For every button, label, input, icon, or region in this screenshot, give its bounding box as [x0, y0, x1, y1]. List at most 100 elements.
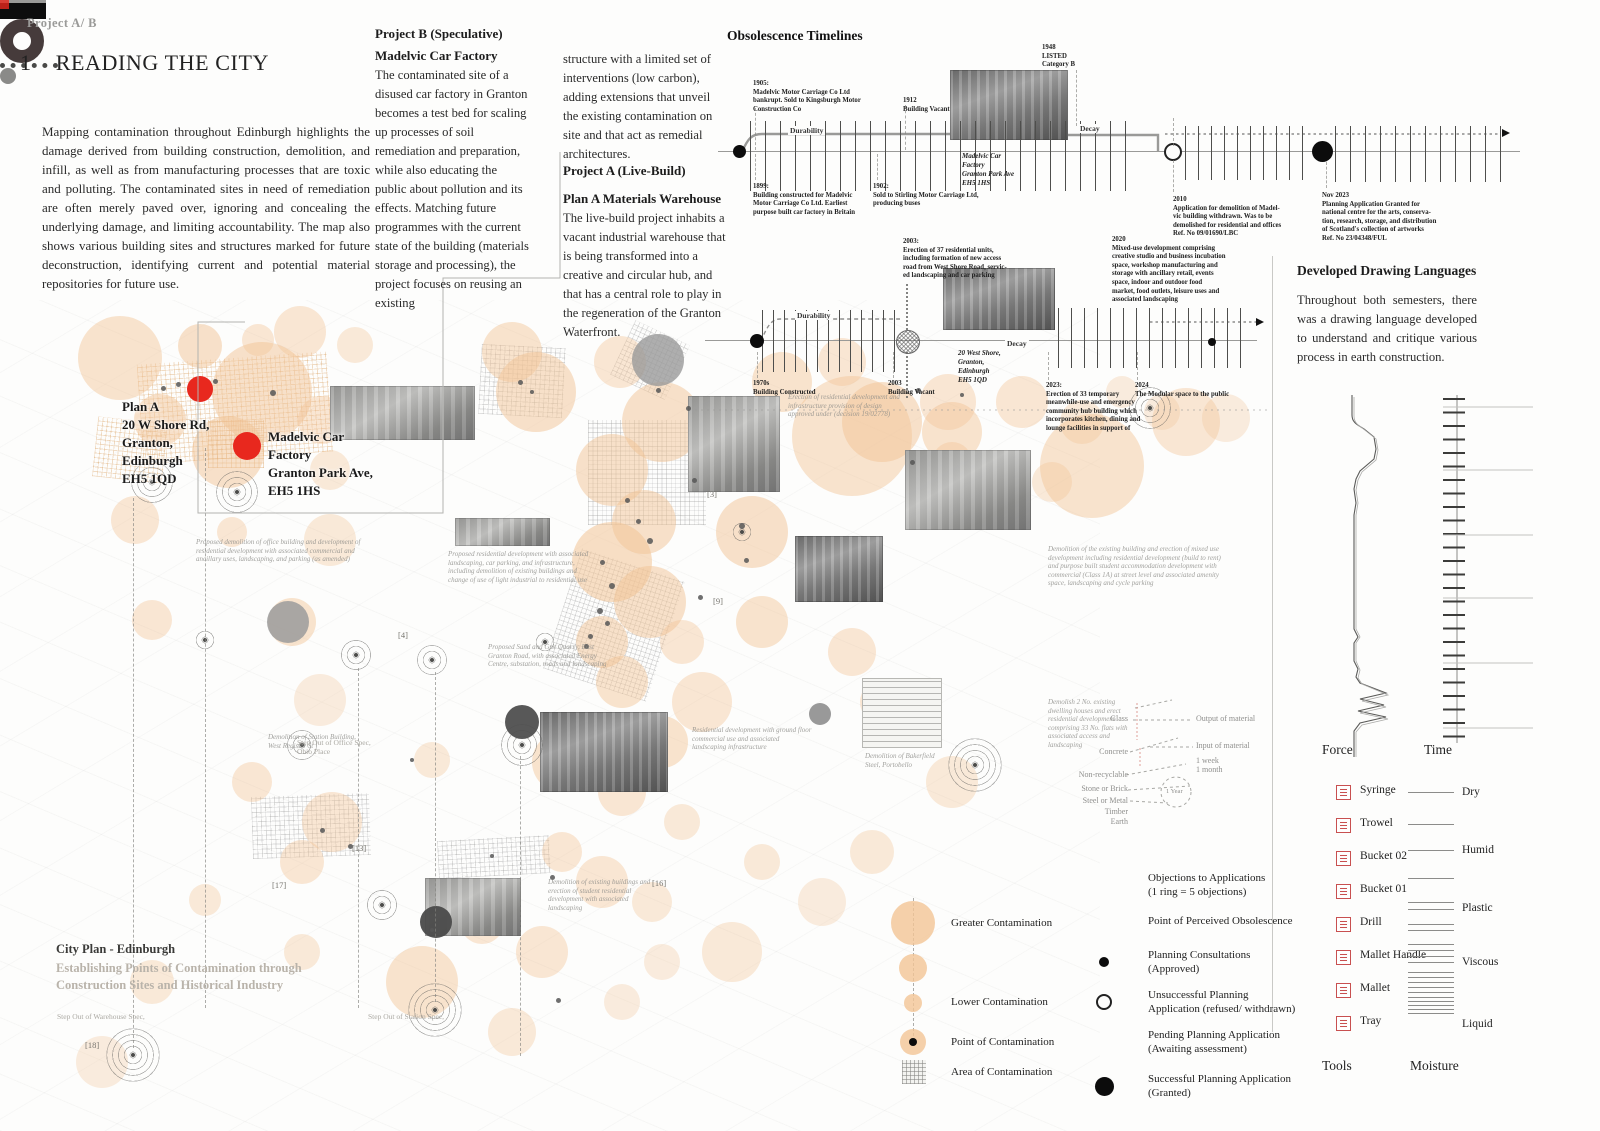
- ring-marker: [1125, 383, 1175, 433]
- tool-icon-trowel: [1336, 818, 1351, 833]
- material-label: Steel or Metal: [1082, 796, 1128, 805]
- obsolescence-chain-icon: [0, 63, 58, 68]
- map-dot: [597, 608, 603, 614]
- moisture-line: [1408, 878, 1454, 879]
- moisture-line: [1408, 850, 1454, 851]
- contamination-circle: [842, 382, 922, 462]
- contamination-circle: [280, 840, 324, 884]
- ring-center-dot: [740, 530, 744, 534]
- map-dot: [624, 497, 630, 503]
- force-axis-label: Force: [1322, 742, 1353, 757]
- contamination-circle: [111, 496, 159, 544]
- project-b-subheading: Madelvic Car Factory: [375, 48, 498, 63]
- tools-footer-label: Tools: [1322, 1058, 1352, 1073]
- contamination-circle: [926, 756, 978, 808]
- timeline1-event: Nov 2023 Planning Application Granted fo…: [1322, 192, 1437, 242]
- timeline1-ticks: [1335, 126, 1507, 182]
- map-dash-line: [133, 498, 134, 1048]
- map-annotation: Demolish 2 No. existing dwelling houses …: [1048, 698, 1128, 749]
- material-flow-label: 1 week: [1196, 756, 1219, 765]
- project-a-body: The live-build project inhabits a vacant…: [563, 211, 726, 339]
- contamination-circle: [302, 792, 362, 852]
- timeline1-event: 1899: Building constructed for Madelvic …: [753, 183, 856, 216]
- map-dash-line: [358, 668, 359, 1008]
- timeline-event-dash: [1173, 118, 1174, 146]
- legend-greater-contamination: Greater Contamination: [951, 917, 1053, 929]
- contamination-circle: [1144, 394, 1180, 430]
- intro-paragraph: Mapping contamination throughout Edinbur…: [42, 124, 370, 291]
- material-label: Stone or Brick: [1081, 784, 1128, 793]
- contamination-circle: [1106, 376, 1138, 408]
- contamination-circle: [1032, 462, 1072, 502]
- map-ref-number: [3]: [707, 489, 717, 499]
- map-dot: [909, 459, 915, 465]
- moisture-label: Dry: [1462, 786, 1480, 798]
- contamination-circle: [798, 878, 846, 926]
- material-flow-label: 1 month: [1196, 765, 1223, 774]
- ring-center-dot: [354, 653, 358, 657]
- ring-marker: [216, 471, 258, 513]
- contamination-site-red-dot: [233, 432, 261, 460]
- map-dot: [604, 620, 610, 626]
- map-dot: [697, 594, 703, 600]
- map-dot: [517, 379, 523, 385]
- contamination-circle: [132, 600, 172, 640]
- timeline1-ticks: [1185, 126, 1307, 180]
- contamination-circle: [1202, 394, 1250, 442]
- map-ref-number: [18]: [85, 1040, 100, 1050]
- timeline2-obsolescence-marker: [896, 330, 920, 354]
- timeline1-decay-label: Decay: [1078, 124, 1102, 133]
- right-panel-divider: [1272, 256, 1273, 1032]
- moisture-legend: Dry Humid Plastic Viscous Liquid: [0, 0, 1600, 1030]
- ring-center-dot: [430, 658, 434, 662]
- map-annotation: Erection of residential development and …: [788, 393, 900, 419]
- legend-area-contamination: Area of Contamination: [951, 1066, 1053, 1078]
- material-flow-label: Output of material: [1196, 714, 1256, 723]
- map-annotation: Demolition of existing buildings and ere…: [548, 878, 651, 912]
- timeline2-durability-label: Durability: [795, 311, 833, 320]
- timeline1-granted-marker: [1312, 141, 1333, 162]
- ring-center-dot: [380, 903, 384, 907]
- contamination-circle: [178, 324, 222, 368]
- moisture-gray-bar: [0, 0, 46, 3]
- timeline2-arrow-icon: [1256, 318, 1264, 326]
- map-dot: [587, 633, 593, 639]
- project-label: Project A/ B: [27, 16, 97, 30]
- map-annotation: Demolition of Bakerfield Steel, Portobel…: [865, 752, 935, 769]
- tool-glyph: [1340, 1020, 1347, 1027]
- contamination-circle: [644, 944, 680, 980]
- moisture-label: Humid: [1462, 844, 1494, 856]
- timeline-event-dash: [1076, 70, 1077, 126]
- map-gray-circle: [505, 705, 539, 739]
- timeline2-event: 2024 The Modular space to the public: [1135, 382, 1230, 398]
- timeline1-event: 2010 Application for demolition of Madel…: [1173, 196, 1282, 238]
- ring-center-dot: [150, 480, 154, 484]
- ring-center-dot: [235, 490, 239, 494]
- timeline2-chain-upper: [906, 284, 908, 330]
- planning-legend-label: Objections to Applications (1 ring = 5 o…: [1148, 872, 1266, 898]
- timeline2-consultation-marker: [1208, 338, 1216, 346]
- tool-glyph: [1340, 921, 1347, 928]
- map-dot: [685, 405, 691, 411]
- contamination-circle: [284, 934, 320, 970]
- contamination-circle: [744, 844, 780, 880]
- map-dot: [599, 559, 605, 565]
- contamination-circle: [596, 656, 648, 708]
- project-b-body-cont: structure with a limited set of interven…: [563, 52, 713, 161]
- timeline2-event: 2020 Mixed-use development comprising cr…: [1112, 236, 1226, 304]
- map-dot: [319, 827, 325, 833]
- contamination-circle: [672, 672, 732, 732]
- ring-marker: [365, 888, 399, 922]
- material-label: Timber: [1104, 807, 1128, 816]
- contamination-circle: [828, 628, 876, 676]
- timeline2-event: 1970s Building Constructed: [753, 380, 816, 396]
- project-a-subheading: Plan A Materials Warehouse: [563, 191, 722, 206]
- one-year-label: 1 Year: [1166, 788, 1183, 795]
- contamination-circle: [496, 352, 576, 432]
- contamination-circle: [716, 496, 788, 568]
- ring-center-dot: [1148, 406, 1152, 410]
- contamination-circle: [660, 620, 704, 664]
- map-dot: [270, 390, 276, 396]
- moisture-label: Viscous: [1462, 956, 1499, 968]
